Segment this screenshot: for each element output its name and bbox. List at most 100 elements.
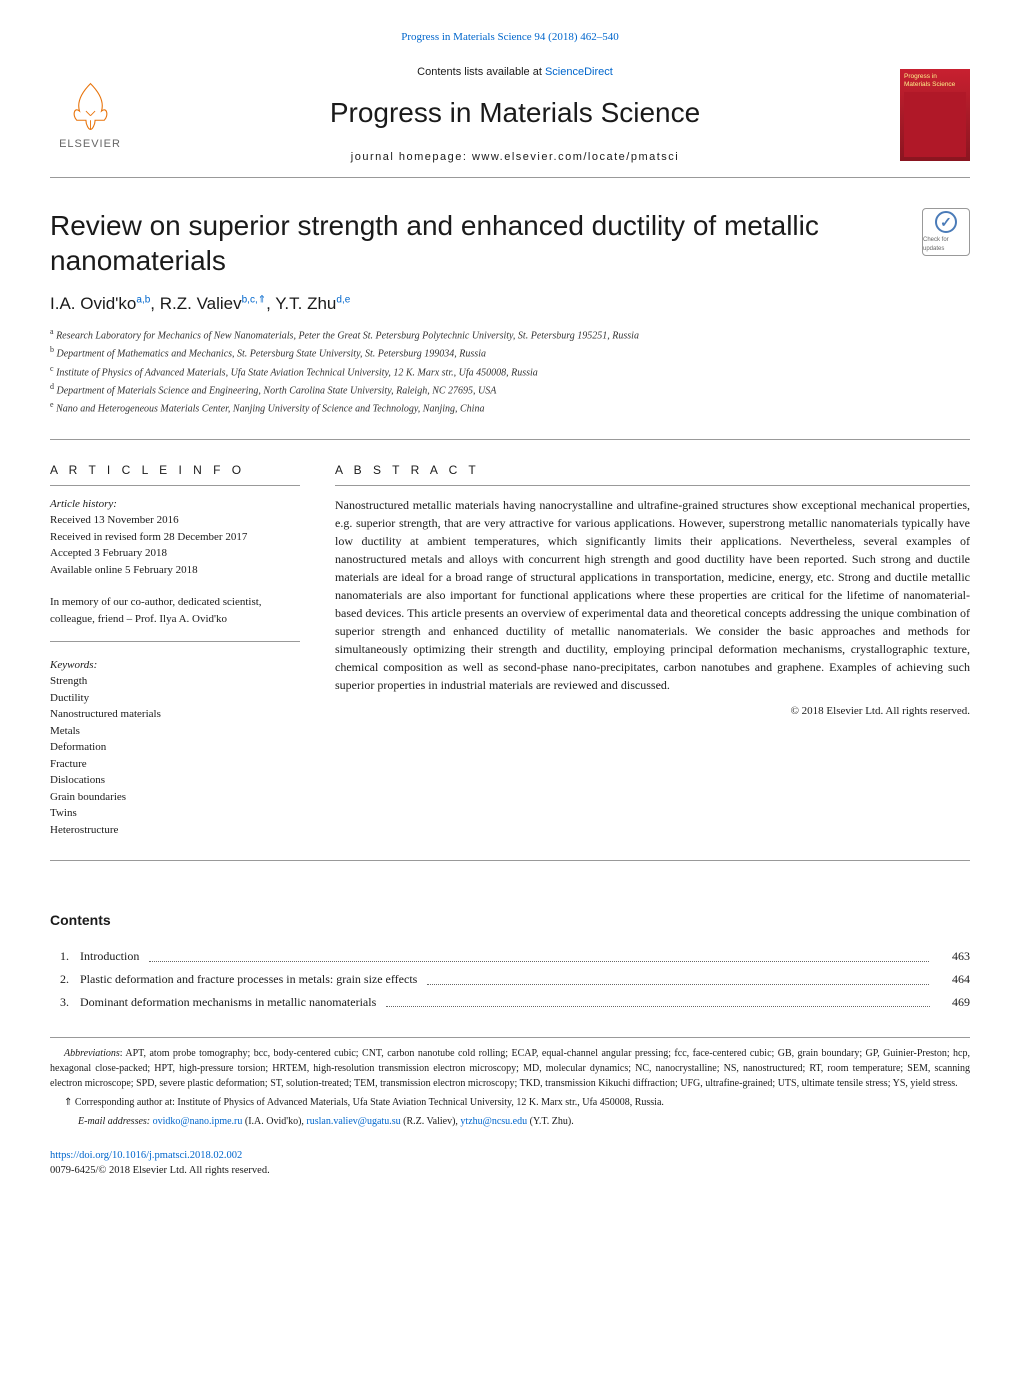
journal-title: Progress in Materials Science [150, 93, 880, 132]
email-footnote: E-mail addresses: ovidko@nano.ipme.ru (I… [50, 1114, 970, 1129]
toc-title-2: Plastic deformation and fracture process… [80, 968, 930, 991]
author-1: I.A. Ovid'ko [50, 294, 136, 313]
email-1[interactable]: ovidko@nano.ipme.ru [153, 1116, 243, 1127]
contents-available: Contents lists available at ScienceDirec… [150, 65, 880, 80]
corr-text: Corresponding author at: Institute of Ph… [72, 1097, 664, 1108]
toc: 1. Introduction 463 2. Plastic deformati… [50, 945, 970, 1013]
toc-row-1: 1. Introduction 463 [50, 945, 970, 968]
corresponding-footnote: ⇑ Corresponding author at: Institute of … [50, 1095, 970, 1110]
email-label: E-mail addresses: [78, 1116, 153, 1127]
cover-image-area [904, 92, 966, 157]
check-circle-icon: ✓ [935, 211, 957, 233]
bottom-identifiers: https://doi.org/10.1016/j.pmatsci.2018.0… [50, 1149, 970, 1178]
abbrev-label: Abbreviations [64, 1048, 120, 1059]
check-updates-badge[interactable]: ✓ Check for updates [922, 208, 970, 256]
toc-row-2: 2. Plastic deformation and fracture proc… [50, 968, 970, 991]
received-line: Received 13 November 2016 [50, 512, 300, 529]
affil-d-text: Department of Materials Science and Engi… [57, 385, 497, 396]
toc-num-2: 2. [50, 968, 80, 991]
email-3-who: (Y.T. Zhu). [527, 1116, 574, 1127]
homepage-url[interactable]: www.elsevier.com/locate/pmatsci [472, 151, 679, 163]
abbreviations-footnote: Abbreviations: APT, atom probe tomograph… [50, 1046, 970, 1091]
affil-e-sup: e [50, 400, 54, 409]
memory-note: In memory of our co-author, dedicated sc… [50, 594, 300, 642]
article-info-heading: A R T I C L E I N F O [50, 462, 300, 486]
keywords-label: Keywords: [50, 658, 300, 673]
kw-2: Nanostructured materials [50, 706, 300, 723]
affil-e: e Nano and Heterogeneous Materials Cente… [50, 399, 970, 416]
affil-c: c Institute of Physics of Advanced Mater… [50, 363, 970, 380]
toc-page-3: 469 [930, 991, 970, 1014]
contents-heading: Contents [50, 911, 970, 931]
toc-title-1: Introduction [80, 945, 930, 968]
toc-title-3-text[interactable]: Dominant deformation mechanisms in metal… [80, 995, 380, 1009]
author-2-sup: b,c, [242, 295, 258, 306]
affil-d-sup: d [50, 382, 54, 391]
email-1-who: (I.A. Ovid'ko), [242, 1116, 306, 1127]
article-title: Review on superior strength and enhanced… [50, 208, 904, 278]
footnotes: Abbreviations: APT, atom probe tomograph… [50, 1037, 970, 1129]
kw-7: Grain boundaries [50, 789, 300, 806]
kw-0: Strength [50, 673, 300, 690]
sciencedirect-link[interactable]: ScienceDirect [545, 66, 613, 78]
doi-link[interactable]: https://doi.org/10.1016/j.pmatsci.2018.0… [50, 1150, 242, 1161]
abstract-heading: A B S T R A C T [335, 462, 970, 486]
toc-title-1-text[interactable]: Introduction [80, 949, 143, 963]
accepted-line: Accepted 3 February 2018 [50, 545, 300, 562]
checkmark-icon: ✓ [940, 213, 952, 233]
kw-5: Fracture [50, 756, 300, 773]
affil-c-sup: c [50, 364, 54, 373]
affil-e-text: Nano and Heterogeneous Materials Center,… [56, 404, 484, 415]
toc-row-3: 3. Dominant deformation mechanisms in me… [50, 991, 970, 1014]
affil-a-text: Research Laboratory for Mechanics of New… [56, 330, 639, 341]
issn-copyright: 0079-6425/© 2018 Elsevier Ltd. All right… [50, 1164, 970, 1179]
check-label: Check for updates [923, 236, 969, 253]
divider-1 [50, 439, 970, 440]
toc-title-2-text[interactable]: Plastic deformation and fracture process… [80, 972, 421, 986]
revised-line: Received in revised form 28 December 201… [50, 529, 300, 546]
info-abstract-row: A R T I C L E I N F O Article history: R… [50, 462, 970, 839]
toc-num-3: 3. [50, 991, 80, 1014]
affil-a: a Research Laboratory for Mechanics of N… [50, 326, 970, 343]
article-history: Article history: Received 13 November 20… [50, 496, 300, 579]
journal-citation: Progress in Materials Science 94 (2018) … [50, 30, 970, 45]
elsevier-tree-icon [63, 79, 118, 134]
author-2-star: ⇑ [258, 295, 266, 306]
homepage-line: journal homepage: www.elsevier.com/locat… [150, 150, 880, 165]
header-center: Contents lists available at ScienceDirec… [130, 65, 900, 165]
history-label: Article history: [50, 496, 300, 513]
kw-1: Ductility [50, 690, 300, 707]
article-info-column: A R T I C L E I N F O Article history: R… [50, 462, 300, 839]
affil-b: b Department of Mathematics and Mechanic… [50, 344, 970, 361]
elsevier-label: ELSEVIER [59, 137, 121, 152]
author-list: I.A. Ovid'koa,b, R.Z. Valievb,c,⇑, Y.T. … [50, 292, 970, 316]
author-2: , R.Z. Valiev [150, 294, 241, 313]
affil-a-sup: a [50, 327, 54, 336]
abbrev-text: : APT, atom probe tomography; bcc, body-… [50, 1048, 970, 1089]
author-3: , Y.T. Zhu [266, 294, 336, 313]
author-3-sup: d,e [336, 295, 350, 306]
email-2[interactable]: ruslan.valiev@ugatu.su [306, 1116, 400, 1127]
toc-title-3: Dominant deformation mechanisms in metal… [80, 991, 930, 1014]
email-3[interactable]: ytzhu@ncsu.edu [460, 1116, 527, 1127]
affiliations: a Research Laboratory for Mechanics of N… [50, 326, 970, 417]
toc-num-1: 1. [50, 945, 80, 968]
abstract-column: A B S T R A C T Nanostructured metallic … [335, 462, 970, 839]
abstract-copyright: © 2018 Elsevier Ltd. All rights reserved… [335, 704, 970, 719]
abstract-body: Nanostructured metallic materials having… [335, 496, 970, 694]
email-2-who: (R.Z. Valiev), [401, 1116, 461, 1127]
kw-6: Dislocations [50, 772, 300, 789]
journal-cover-thumbnail: Progress in Materials Science [900, 69, 970, 161]
kw-4: Deformation [50, 739, 300, 756]
contents-prefix: Contents lists available at [417, 66, 545, 78]
cover-title-2: Materials Science [904, 81, 966, 89]
toc-page-1: 463 [930, 945, 970, 968]
journal-header: ELSEVIER Contents lists available at Sci… [50, 65, 970, 178]
kw-9: Heterostructure [50, 822, 300, 839]
cover-title-1: Progress in [904, 73, 966, 81]
online-line: Available online 5 February 2018 [50, 562, 300, 579]
affil-d: d Department of Materials Science and En… [50, 381, 970, 398]
affil-c-text: Institute of Physics of Advanced Materia… [56, 367, 538, 378]
kw-3: Metals [50, 723, 300, 740]
kw-8: Twins [50, 805, 300, 822]
